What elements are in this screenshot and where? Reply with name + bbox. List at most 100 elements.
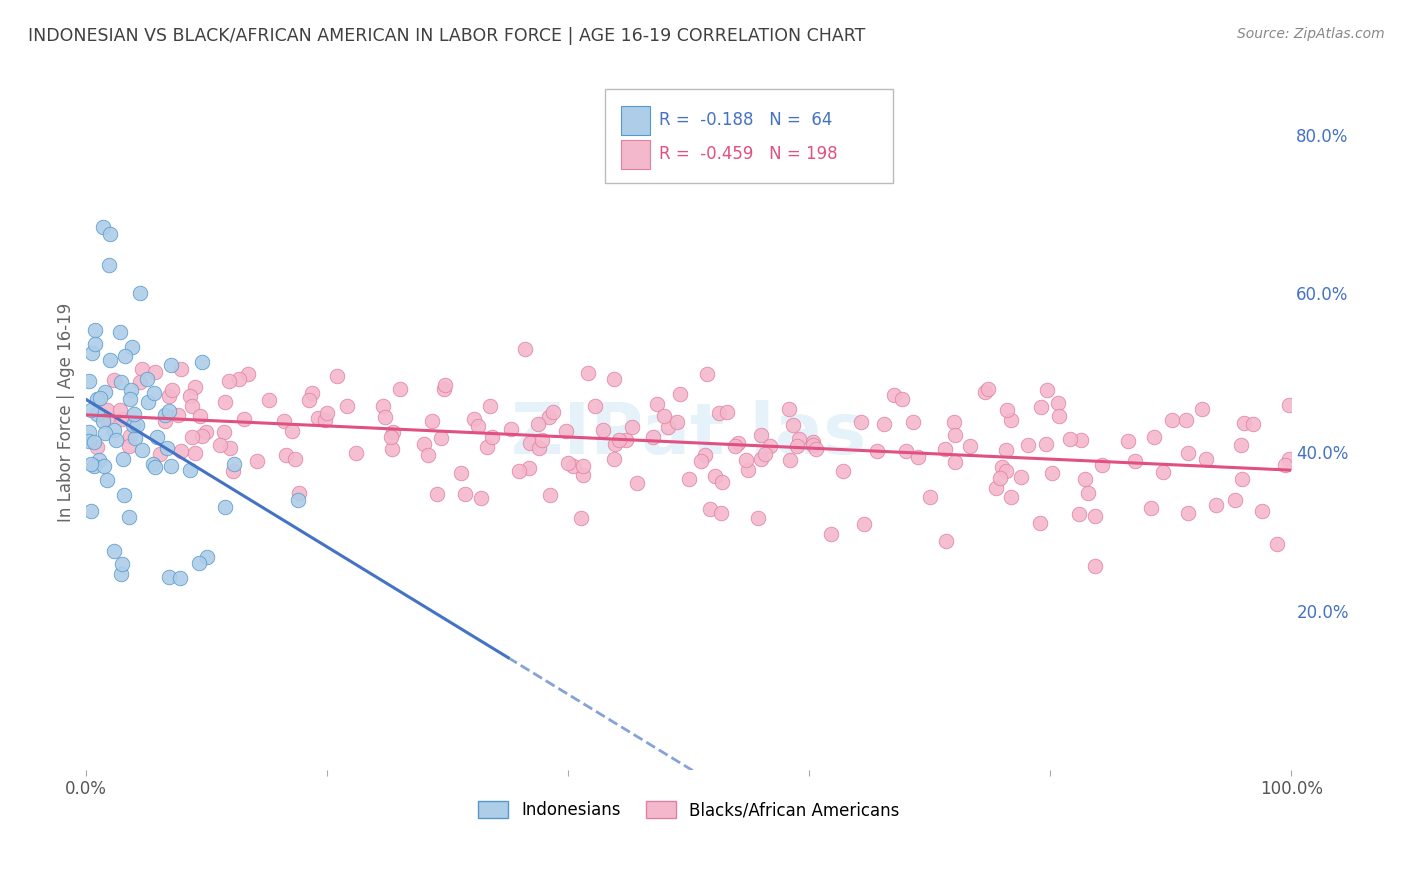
Point [759,439,782,453]
Point [118,509,141,524]
Point [1177,446,1199,460]
Point [786,439,808,453]
Point [789,432,811,446]
Point [118,439,141,453]
Point [607,434,630,448]
Point [934,442,956,456]
Point [1035,437,1057,451]
Point [603,437,626,451]
Point [120,384,142,398]
Point [125,418,148,433]
Point [1230,472,1253,486]
Point [129,286,152,301]
Point [301,386,323,401]
Point [284,451,307,466]
Point [538,409,561,424]
Point [1077,486,1099,500]
Point [557,456,579,470]
Point [180,430,202,444]
Point [737,463,759,477]
Point [724,439,747,453]
Point [1251,504,1274,518]
Point [866,444,889,458]
Point [94,385,117,400]
Point [184,380,207,394]
Point [1084,558,1107,573]
Legend: Indonesians, Blacks/African Americans: Indonesians, Blacks/African Americans [471,795,907,826]
Point [143,365,166,379]
Point [499,422,522,436]
Point [170,362,193,376]
Point [188,409,211,423]
Point [274,448,297,462]
Point [481,430,503,444]
Point [96,412,118,426]
Point [120,392,142,406]
Point [214,394,236,409]
Point [80,457,103,471]
Point [228,372,250,386]
Point [690,454,713,468]
Point [801,438,824,452]
Point [1116,434,1139,449]
Point [380,429,402,443]
Point [1028,516,1050,530]
Y-axis label: In Labor Force | Age 16-19: In Labor Force | Age 16-19 [58,303,75,522]
Point [475,440,498,454]
Point [86,440,108,454]
Point [508,464,530,478]
Point [883,388,905,402]
Point [1174,413,1197,427]
Point [1123,454,1146,468]
Point [77,374,100,388]
Point [1040,466,1063,480]
Point [87,453,110,467]
Point [190,355,212,369]
Point [131,443,153,458]
Point [901,415,924,429]
Point [180,399,202,413]
Point [112,452,135,467]
Point [169,571,191,585]
Point [1265,537,1288,551]
Point [754,446,776,460]
Point [257,392,280,407]
Point [1059,432,1081,446]
Point [326,369,349,384]
Point [1233,416,1256,430]
Point [388,383,411,397]
Point [89,392,111,406]
Point [1278,398,1301,412]
Point [626,475,648,490]
Point [336,399,359,413]
Point [287,486,309,500]
Point [614,433,637,447]
Point [853,517,876,532]
Point [84,337,107,351]
Point [157,404,180,418]
Point [603,451,626,466]
Point [86,392,108,406]
Point [943,428,966,442]
Point [620,419,643,434]
Point [749,428,772,442]
Point [121,417,143,432]
Point [554,425,576,439]
Point [103,544,125,558]
Point [450,466,472,480]
Point [96,402,118,417]
Point [1274,458,1296,473]
Text: R =  -0.188   N =  64: R = -0.188 N = 64 [659,112,832,129]
Point [657,420,679,434]
Point [467,418,489,433]
Point [538,488,561,502]
Point [1205,499,1227,513]
Point [382,425,405,439]
Text: R =  -0.459   N = 198: R = -0.459 N = 198 [659,145,838,163]
Point [381,442,404,456]
Point [160,359,183,373]
Point [98,353,121,368]
Point [157,389,180,403]
Point [994,464,1017,478]
Point [1074,472,1097,486]
